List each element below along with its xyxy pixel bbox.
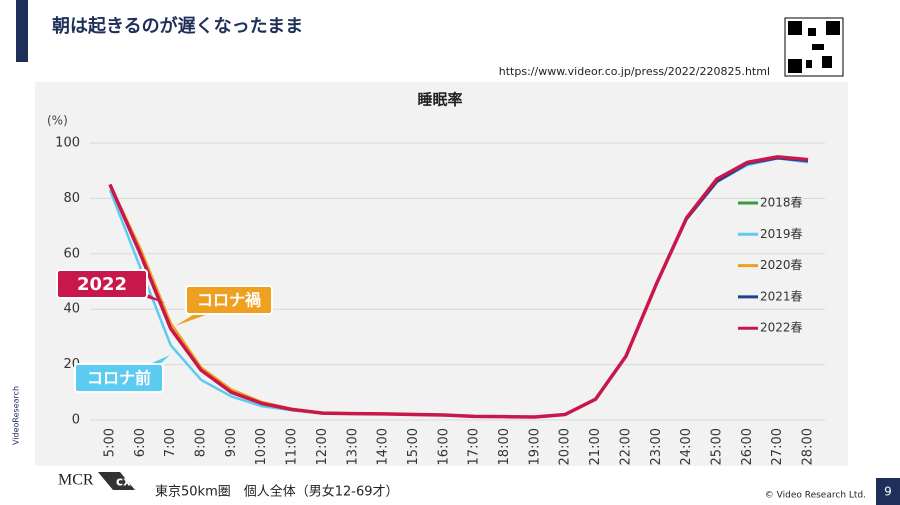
page-number: 9 <box>884 485 892 499</box>
chart-title: 睡眠率 <box>417 91 462 109</box>
x-tick-label: 24:00 <box>679 428 694 465</box>
x-tick-label: 15:00 <box>406 428 421 465</box>
annotation: コロナ禍 <box>197 291 261 310</box>
y-axis-label: (%) <box>47 114 68 128</box>
source-url: https://www.videor.co.jp/press/2022/2208… <box>499 65 770 78</box>
page-box <box>876 478 900 505</box>
x-tick-label: 26:00 <box>740 428 755 465</box>
x-tick-label: 5:00 <box>103 428 118 457</box>
annotation: コロナ前 <box>87 369 151 388</box>
callout-2022: 2022 <box>56 269 165 303</box>
x-tick-label: 14:00 <box>376 428 391 465</box>
legend-label: 2020春 <box>760 258 803 272</box>
slide-title: 朝は起きるのが遅くなったまま <box>52 15 303 37</box>
legend-label: 2022春 <box>760 321 803 335</box>
copyright: © Video Research Ltd. <box>765 491 866 501</box>
logo: MCR cx <box>58 472 135 490</box>
series-line <box>108 155 809 419</box>
x-tick-label: 18:00 <box>497 428 512 465</box>
legend-label: 2019春 <box>760 227 803 241</box>
x-tick-label: 6:00 <box>133 428 148 457</box>
annotation: 2022 <box>77 274 127 295</box>
x-tick-label: 9:00 <box>224 428 239 457</box>
x-tick-label: 8:00 <box>194 428 209 457</box>
chart-area <box>35 82 848 466</box>
callout-precovid: コロナ前 <box>74 355 170 393</box>
qr-code <box>784 17 844 77</box>
logo-sub: cx <box>116 475 131 489</box>
y-tick-label: 0 <box>72 413 80 428</box>
x-tick-label: 16:00 <box>436 428 451 465</box>
x-tick-label: 13:00 <box>345 428 360 465</box>
x-tick-label: 22:00 <box>618 428 633 465</box>
side-brand: VideoResearch <box>12 386 21 445</box>
x-tick-label: 25:00 <box>709 428 724 465</box>
x-tick-label: 17:00 <box>467 428 482 465</box>
x-tick-label: 28:00 <box>801 428 816 465</box>
x-tick-label: 12:00 <box>315 428 330 465</box>
x-tick-label: 23:00 <box>649 428 664 465</box>
y-tick-label: 100 <box>55 136 80 151</box>
footnote: 東京50km圏 個人全体（男女12-69才） <box>155 484 399 500</box>
legend-label: 2021春 <box>760 289 803 303</box>
x-tick-label: 11:00 <box>285 428 300 465</box>
x-tick-label: 7:00 <box>163 428 178 457</box>
y-tick-label: 60 <box>63 246 80 261</box>
x-tick-label: 27:00 <box>770 428 785 465</box>
legend-label: 2018春 <box>760 196 803 210</box>
header-bar <box>16 0 28 62</box>
y-tick-label: 80 <box>63 191 80 206</box>
x-tick-label: 20:00 <box>558 428 573 465</box>
x-tick-label: 21:00 <box>588 428 603 465</box>
callout-covid: コロナ禍 <box>175 285 273 326</box>
x-tick-label: 10:00 <box>254 428 269 465</box>
y-tick-label: 40 <box>63 302 80 317</box>
x-tick-label: 19:00 <box>527 428 542 465</box>
logo-text: MCR <box>58 472 94 489</box>
